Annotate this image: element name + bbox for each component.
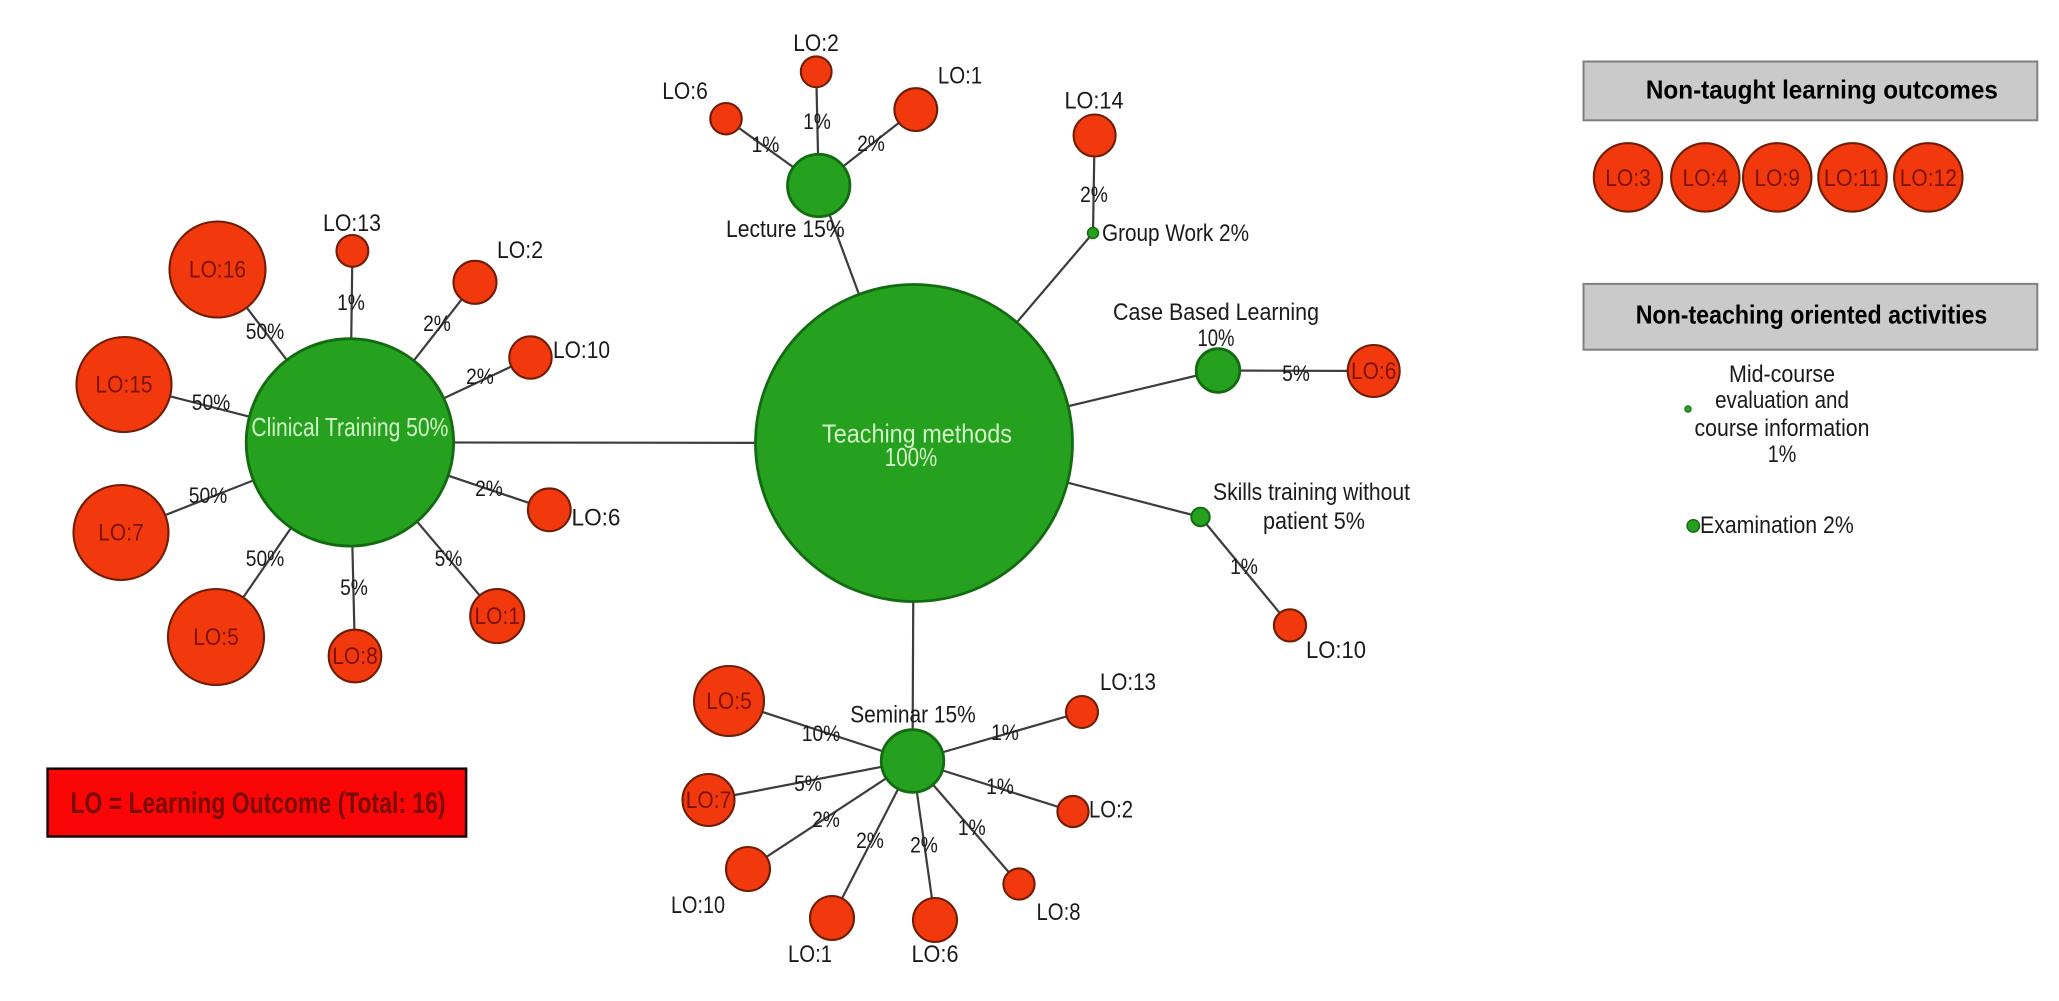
- svg-text:LO:15: LO:15: [95, 372, 152, 399]
- svg-text:100%: 100%: [885, 442, 937, 472]
- svg-text:Teaching methods: Teaching methods: [822, 418, 1012, 448]
- svg-text:2%: 2%: [466, 364, 494, 389]
- svg-text:course information: course information: [1695, 415, 1870, 442]
- svg-text:LO:5: LO:5: [193, 624, 239, 651]
- svg-text:1%: 1%: [752, 132, 780, 157]
- svg-text:LO:2: LO:2: [793, 30, 839, 57]
- svg-text:LO:1: LO:1: [474, 603, 520, 630]
- svg-text:50%: 50%: [189, 483, 228, 508]
- svg-text:LO:13: LO:13: [1100, 669, 1156, 696]
- svg-text:LO:6: LO:6: [912, 941, 959, 968]
- svg-text:LO:10: LO:10: [553, 337, 610, 364]
- svg-text:1%: 1%: [1768, 441, 1797, 468]
- svg-text:evaluation and: evaluation and: [1715, 387, 1849, 414]
- svg-text:patient 5%: patient 5%: [1263, 508, 1365, 535]
- svg-text:LO:8: LO:8: [1037, 899, 1081, 926]
- svg-text:1%: 1%: [1230, 554, 1258, 579]
- svg-text:2%: 2%: [856, 828, 884, 853]
- svg-text:2%: 2%: [475, 476, 503, 501]
- svg-text:Examination 2%: Examination 2%: [1700, 512, 1854, 539]
- svg-text:50%: 50%: [192, 390, 231, 415]
- svg-text:LO:10: LO:10: [1306, 637, 1366, 664]
- svg-text:LO:6: LO:6: [662, 78, 708, 105]
- svg-text:2%: 2%: [423, 311, 451, 336]
- svg-text:10%: 10%: [802, 721, 841, 746]
- svg-text:LO = Learning Outcome (Total:: LO = Learning Outcome (Total: 16): [71, 787, 446, 820]
- svg-text:LO:12: LO:12: [1900, 165, 1957, 192]
- svg-text:LO:6: LO:6: [1351, 358, 1397, 385]
- svg-text:Non-taught learning outcomes: Non-taught learning outcomes: [1646, 75, 1998, 105]
- svg-text:Non-teaching oriented activiti: Non-teaching oriented activities: [1636, 299, 1988, 329]
- svg-text:Group Work 2%: Group Work 2%: [1102, 220, 1249, 247]
- svg-text:LO:7: LO:7: [98, 520, 144, 547]
- svg-text:LO:16: LO:16: [189, 257, 246, 284]
- svg-text:5%: 5%: [340, 575, 368, 600]
- svg-text:2%: 2%: [857, 131, 885, 156]
- svg-text:LO:8: LO:8: [332, 643, 378, 670]
- svg-text:LO:13: LO:13: [323, 210, 381, 237]
- svg-text:1%: 1%: [337, 290, 365, 315]
- svg-text:2%: 2%: [1080, 182, 1108, 207]
- svg-text:10%: 10%: [1198, 325, 1235, 352]
- svg-text:LO:7: LO:7: [686, 787, 732, 814]
- svg-text:LO:1: LO:1: [938, 63, 982, 90]
- svg-text:LO:14: LO:14: [1065, 88, 1124, 115]
- svg-text:Seminar 15%: Seminar 15%: [850, 702, 976, 729]
- svg-text:2%: 2%: [812, 807, 840, 832]
- svg-text:5%: 5%: [1282, 361, 1310, 386]
- svg-text:50%: 50%: [246, 546, 285, 571]
- svg-text:Mid-course: Mid-course: [1729, 361, 1835, 388]
- svg-text:LO:10: LO:10: [671, 892, 725, 919]
- svg-text:Clinical Training 50%: Clinical Training 50%: [251, 412, 448, 442]
- svg-text:LO:3: LO:3: [1605, 165, 1651, 192]
- svg-text:LO:6: LO:6: [572, 505, 621, 532]
- svg-text:LO:2: LO:2: [497, 237, 543, 264]
- svg-text:1%: 1%: [803, 109, 831, 134]
- svg-text:1%: 1%: [991, 720, 1019, 745]
- svg-text:LO:4: LO:4: [1683, 165, 1729, 192]
- svg-text:LO:11: LO:11: [1824, 165, 1881, 192]
- svg-text:Case Based Learning: Case Based Learning: [1113, 299, 1319, 326]
- svg-text:1%: 1%: [958, 815, 986, 840]
- svg-text:LO:9: LO:9: [1754, 165, 1800, 192]
- svg-text:1%: 1%: [986, 774, 1014, 799]
- svg-text:5%: 5%: [435, 546, 463, 571]
- svg-text:Lecture 15%: Lecture 15%: [726, 216, 845, 243]
- svg-text:2%: 2%: [910, 833, 938, 858]
- svg-text:LO:1: LO:1: [788, 941, 832, 968]
- svg-text:LO:2: LO:2: [1089, 797, 1133, 824]
- svg-text:5%: 5%: [794, 771, 822, 796]
- svg-text:Skills training without: Skills training without: [1213, 479, 1410, 506]
- svg-text:50%: 50%: [246, 319, 285, 344]
- svg-text:LO:5: LO:5: [706, 688, 752, 715]
